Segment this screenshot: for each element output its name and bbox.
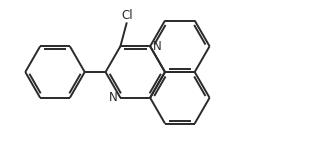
Text: Cl: Cl	[121, 9, 133, 22]
Text: N: N	[152, 40, 161, 53]
Text: N: N	[109, 91, 118, 104]
